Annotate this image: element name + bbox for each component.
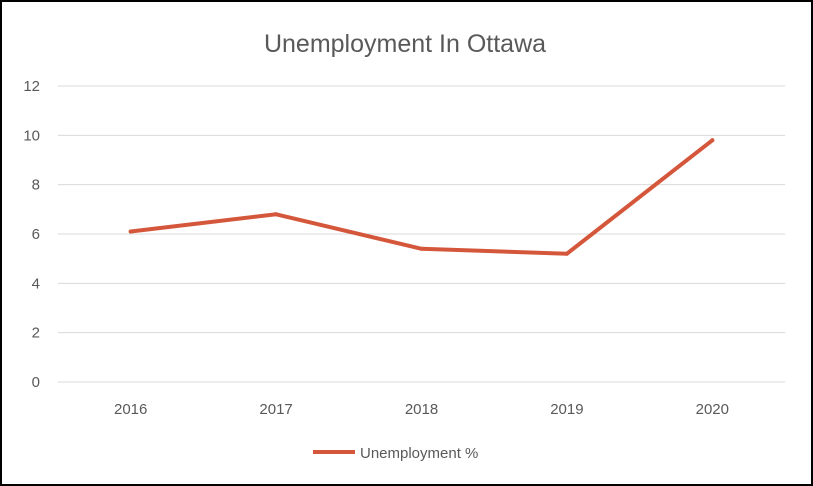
y-tick-label: 2 <box>32 325 40 342</box>
y-tick-label: 0 <box>32 374 40 391</box>
x-tick-label: 2017 <box>259 401 292 418</box>
chart-title: Unemployment In Ottawa <box>264 30 546 58</box>
series-line-0 <box>128 138 715 256</box>
data-point <box>274 212 279 217</box>
y-tick-label: 6 <box>32 226 40 243</box>
x-tick-label: 2019 <box>550 401 583 418</box>
y-tick-label: 12 <box>23 78 40 95</box>
y-tick-label: 10 <box>23 127 40 144</box>
legend: Unemployment % <box>313 445 478 462</box>
data-point <box>419 246 424 251</box>
legend-label: Unemployment % <box>360 445 478 462</box>
data-point <box>564 251 569 256</box>
x-tick-label: 2018 <box>405 401 438 418</box>
x-tick-label: 2016 <box>114 401 147 418</box>
y-axis-tick-labels: 0 2 4 6 8 10 12 <box>23 78 40 391</box>
series-layer <box>128 138 715 256</box>
x-axis-tick-labels: 2016 2017 2018 2019 2020 <box>114 401 729 418</box>
data-point <box>710 138 715 143</box>
gridlines <box>58 85 785 383</box>
x-tick-label: 2020 <box>696 401 729 418</box>
y-tick-label: 4 <box>32 275 40 292</box>
y-tick-label: 8 <box>32 177 40 194</box>
data-point <box>128 229 133 234</box>
